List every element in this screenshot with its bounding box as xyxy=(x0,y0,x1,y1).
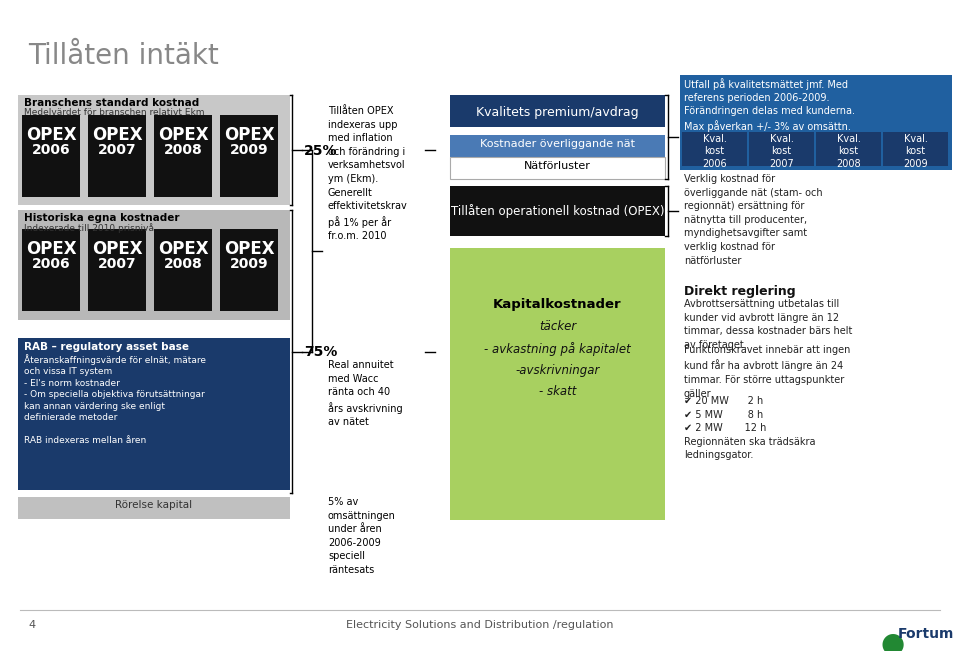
Bar xyxy=(883,132,948,166)
Text: Nätförluster: Nätförluster xyxy=(524,161,591,171)
Text: täcker
- avkastning på kapitalet
-avskrivningar
- skatt: täcker - avkastning på kapitalet -avskri… xyxy=(484,320,631,398)
Text: 2008: 2008 xyxy=(163,143,203,157)
Text: 2007: 2007 xyxy=(98,257,136,271)
Bar xyxy=(18,210,290,320)
Text: 4: 4 xyxy=(28,620,36,630)
Text: Tillåten intäkt: Tillåten intäkt xyxy=(28,42,219,70)
Bar xyxy=(816,132,881,166)
Text: Avbrottsersättning utbetalas till
kunder vid avbrott längre än 12
timmar, dessa : Avbrottsersättning utbetalas till kunder… xyxy=(684,299,852,350)
Text: OPEX: OPEX xyxy=(92,126,142,144)
Bar xyxy=(680,75,952,170)
Text: OPEX: OPEX xyxy=(92,240,142,258)
Text: OPEX: OPEX xyxy=(26,240,76,258)
Text: Fortum: Fortum xyxy=(898,627,954,641)
Text: Återanskaffningsvärde för elnät, mätare
och vissa IT system
- El's norm kostnade: Återanskaffningsvärde för elnät, mätare … xyxy=(24,354,206,445)
Text: Utfall på kvalitetsmättet jmf. Med
referens perioden 2006-2009.
Förändringen del: Utfall på kvalitetsmättet jmf. Med refer… xyxy=(684,78,855,132)
Bar xyxy=(88,115,146,197)
Text: 5% av
omsättningen
under åren
2006-2009
speciell
räntesats: 5% av omsättningen under åren 2006-2009 … xyxy=(328,497,396,575)
Text: Electricity Solutions and Distribution /regulation: Electricity Solutions and Distribution /… xyxy=(347,620,613,630)
Text: 2008: 2008 xyxy=(163,257,203,271)
Text: Kval.
kost
2009: Kval. kost 2009 xyxy=(903,134,927,169)
Text: Branschens standard kostnad: Branschens standard kostnad xyxy=(24,98,200,108)
Text: Historiska egna kostnader: Historiska egna kostnader xyxy=(24,213,180,223)
Text: RAB – regulatory asset base: RAB – regulatory asset base xyxy=(24,342,189,352)
Text: OPEX: OPEX xyxy=(224,240,275,258)
Text: 2006: 2006 xyxy=(32,257,70,271)
Text: 75%: 75% xyxy=(304,346,337,359)
Text: OPEX: OPEX xyxy=(26,126,76,144)
Bar xyxy=(450,95,665,127)
Bar xyxy=(220,115,278,197)
Bar xyxy=(450,157,665,179)
Text: Kval.
kost
2006: Kval. kost 2006 xyxy=(702,134,727,169)
Text: Kval.
kost
2008: Kval. kost 2008 xyxy=(836,134,861,169)
Text: Tillåten operationell kostnad (OPEX): Tillåten operationell kostnad (OPEX) xyxy=(451,204,664,218)
Text: 2009: 2009 xyxy=(229,143,268,157)
Text: 2006: 2006 xyxy=(32,143,70,157)
Text: OPEX: OPEX xyxy=(157,126,208,144)
Bar xyxy=(88,229,146,311)
Text: 2007: 2007 xyxy=(98,143,136,157)
Text: OPEX: OPEX xyxy=(157,240,208,258)
Bar xyxy=(749,132,814,166)
Text: Medelvärdet för branschen relativt Ekm: Medelvärdet för branschen relativt Ekm xyxy=(24,108,204,117)
Text: Rörelse kapital: Rörelse kapital xyxy=(115,500,193,510)
Bar xyxy=(22,115,80,197)
Text: Indexerade till 2010 prisnivå: Indexerade till 2010 prisnivå xyxy=(24,223,154,233)
Text: OPEX: OPEX xyxy=(224,126,275,144)
Text: 2009: 2009 xyxy=(229,257,268,271)
Text: Tillåten OPEX
indexeras upp
med inflation
och förändring i
verksamhetsvol
ym (Ek: Tillåten OPEX indexeras upp med inflatio… xyxy=(328,106,408,241)
Bar xyxy=(18,338,290,490)
Text: Kval.
kost
2007: Kval. kost 2007 xyxy=(769,134,794,169)
Text: 25%: 25% xyxy=(304,144,338,158)
Text: Real annuitet
med Wacc
ränta och 40
års avskrivning
av nätet: Real annuitet med Wacc ränta och 40 års … xyxy=(328,360,402,427)
Bar xyxy=(22,229,80,311)
Bar xyxy=(450,186,665,236)
Bar xyxy=(154,115,212,197)
Bar xyxy=(450,248,665,520)
Text: Funktionskravet innebär att ingen
kund får ha avbrott längre än 24
timmar. För s: Funktionskravet innebär att ingen kund f… xyxy=(684,345,851,398)
Text: ●: ● xyxy=(880,630,904,651)
Bar xyxy=(220,229,278,311)
Bar xyxy=(450,135,665,157)
Text: Kostnader överliggande nät: Kostnader överliggande nät xyxy=(480,139,635,149)
Text: Verklig kostnad för
överliggande nät (stam- och
regionnät) ersättning för
nätnyt: Verklig kostnad för överliggande nät (st… xyxy=(684,174,823,266)
Text: Direkt reglering: Direkt reglering xyxy=(684,285,796,298)
Bar xyxy=(154,229,212,311)
Bar xyxy=(18,95,290,205)
Text: Kvalitets premium/avdrag: Kvalitets premium/avdrag xyxy=(476,106,638,119)
Bar xyxy=(682,132,747,166)
Text: ✔ 20 MW      2 h
✔ 5 MW        8 h
✔ 2 MW       12 h
Regionnäten ska trädsäkra
l: ✔ 20 MW 2 h ✔ 5 MW 8 h ✔ 2 MW 12 h Regio… xyxy=(684,396,815,460)
Bar xyxy=(18,497,290,519)
Text: Kapitalkostnader: Kapitalkostnader xyxy=(493,298,622,311)
